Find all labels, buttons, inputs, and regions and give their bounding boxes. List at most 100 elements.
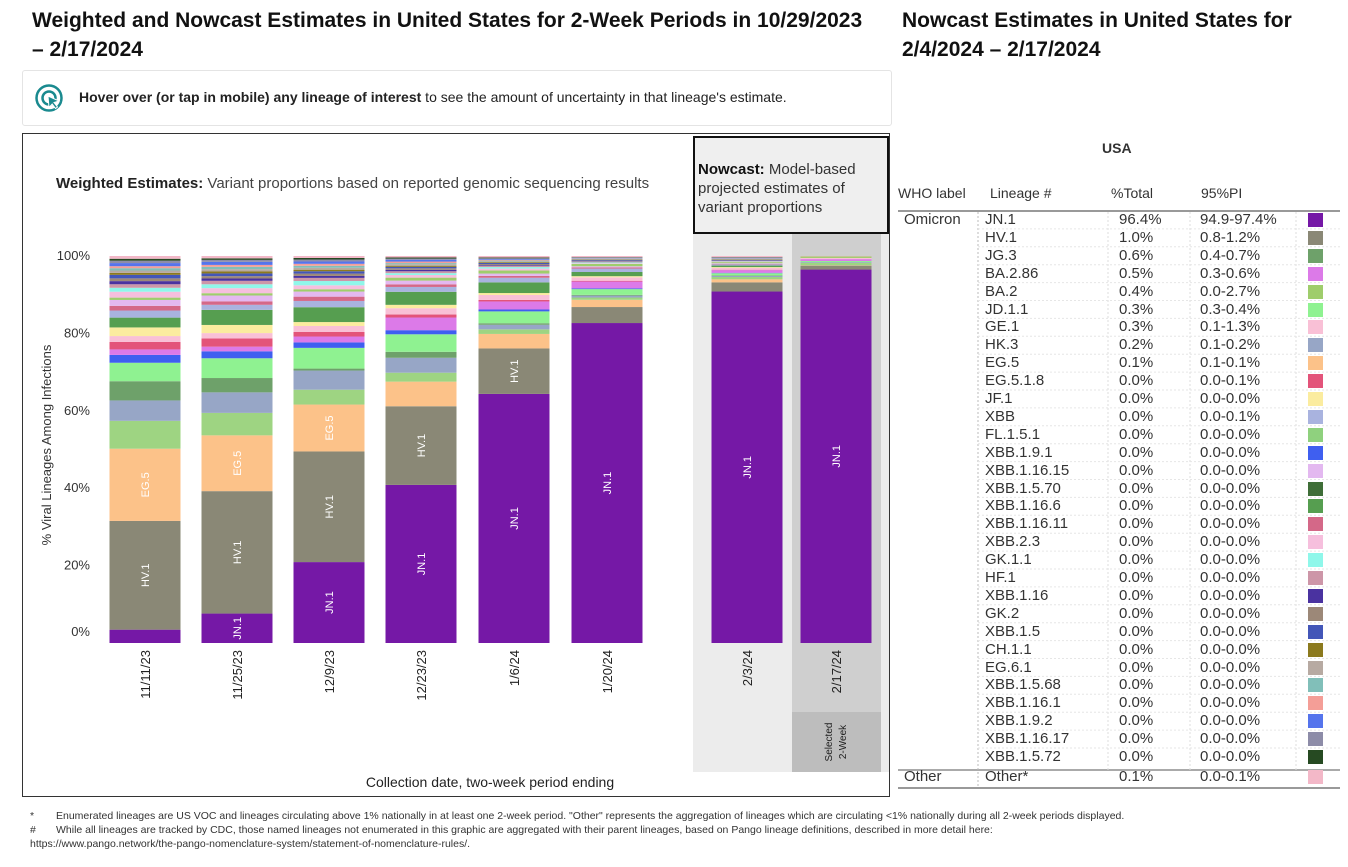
bar-segment[interactable] [711, 265, 783, 268]
bar-segment[interactable] [201, 258, 273, 260]
bar-segment[interactable] [293, 307, 365, 323]
bar-segment[interactable] [571, 263, 643, 264]
bar-segment[interactable] [385, 308, 457, 315]
bar-segment[interactable] [571, 267, 643, 269]
bar-segment[interactable] [385, 257, 457, 259]
bar-segment[interactable] [293, 271, 365, 274]
bar-segment[interactable] [109, 281, 181, 285]
bar-segment[interactable] [385, 304, 457, 309]
bar-segment[interactable] [109, 341, 181, 350]
bar-segment[interactable] [478, 282, 550, 294]
bar-segment[interactable] [201, 309, 273, 325]
bar-segment[interactable] [711, 267, 783, 268]
bar-segment[interactable] [385, 259, 457, 262]
bar-segment[interactable] [571, 259, 643, 261]
bar-segment[interactable] [201, 278, 273, 281]
bar-segment[interactable] [201, 264, 273, 267]
bar-segment[interactable] [385, 372, 457, 382]
bar-segment[interactable] [478, 261, 550, 263]
bar-segment[interactable] [109, 268, 181, 271]
bar-segment[interactable] [385, 261, 457, 264]
bar-segment[interactable] [201, 276, 273, 279]
bar-segment[interactable] [478, 309, 550, 312]
bar-segment[interactable] [478, 301, 550, 310]
bar-segment[interactable] [571, 281, 643, 289]
bar-segment[interactable] [478, 273, 550, 276]
bar-segment[interactable] [478, 262, 550, 265]
bar-segment[interactable] [385, 277, 457, 281]
bar-segment[interactable] [478, 259, 550, 260]
bar-segment[interactable] [109, 260, 181, 264]
bar-segment[interactable] [711, 275, 783, 278]
bar-segment[interactable] [571, 307, 643, 324]
bar-segment[interactable] [109, 354, 181, 363]
bar-segment[interactable] [201, 351, 273, 359]
bar-segment[interactable] [571, 323, 643, 643]
bar-segment[interactable] [109, 272, 181, 275]
bar-segment[interactable] [201, 271, 273, 274]
bar-segment[interactable] [293, 404, 365, 452]
bar-segment[interactable] [385, 406, 457, 485]
bar-segment[interactable] [293, 325, 365, 332]
bar-segment[interactable] [201, 358, 273, 379]
bar-segment[interactable] [201, 295, 273, 302]
bar-segment[interactable] [293, 285, 365, 290]
bar-segment[interactable] [201, 304, 273, 310]
bar-segment[interactable] [109, 349, 181, 355]
bar-segment[interactable] [109, 278, 181, 282]
bar-segment[interactable] [109, 520, 181, 630]
bar-segment[interactable] [478, 265, 550, 266]
bar-segment[interactable] [571, 268, 643, 272]
bar-segment[interactable] [800, 256, 872, 258]
bar-segment[interactable] [385, 269, 457, 272]
bar-segment[interactable] [293, 265, 365, 268]
bar-segment[interactable] [478, 324, 550, 330]
bar-segment[interactable] [385, 334, 457, 352]
bar-segment[interactable] [478, 265, 550, 268]
bar-segment[interactable] [385, 351, 457, 358]
bar-segment[interactable] [109, 317, 181, 328]
bar-segment[interactable] [571, 295, 643, 298]
bar-segment[interactable] [109, 336, 181, 342]
bar-segment[interactable] [109, 629, 181, 643]
bar-segment[interactable] [293, 370, 365, 390]
bar-segment[interactable] [201, 280, 273, 285]
bar-segment[interactable] [109, 266, 181, 269]
bar-segment[interactable] [201, 491, 273, 614]
bar-segment[interactable] [571, 288, 643, 290]
bar-segment[interactable] [109, 299, 181, 306]
bar-segment[interactable] [293, 331, 365, 337]
bar-segment[interactable] [201, 324, 273, 334]
bar-segment[interactable] [478, 258, 550, 260]
bar-segment[interactable] [293, 300, 365, 308]
bar-segment[interactable] [293, 289, 365, 292]
bar-segment[interactable] [800, 259, 872, 262]
bar-segment[interactable] [711, 291, 783, 643]
bar-segment[interactable] [201, 261, 273, 265]
bar-segment[interactable] [109, 270, 181, 273]
bar-segment[interactable] [478, 311, 550, 324]
bar-segment[interactable] [571, 276, 643, 278]
bar-segment[interactable] [385, 314, 457, 318]
bar-segment[interactable] [478, 275, 550, 278]
bar-segment[interactable] [385, 273, 457, 276]
bar-segment[interactable] [293, 273, 365, 276]
bar-segment[interactable] [478, 294, 550, 300]
bar-segment[interactable] [385, 291, 457, 305]
bar-segment[interactable] [385, 280, 457, 285]
bar-segment[interactable] [385, 484, 457, 643]
bar-segment[interactable] [571, 299, 643, 308]
bar-segment[interactable] [201, 273, 273, 277]
bar-segment[interactable] [293, 269, 365, 272]
bar-segment[interactable] [385, 266, 457, 269]
bar-segment[interactable] [293, 336, 365, 343]
bar-segment[interactable] [478, 293, 550, 295]
bar-segment[interactable] [385, 381, 457, 407]
bar-segment[interactable] [201, 392, 273, 413]
bar-segment[interactable] [293, 291, 365, 297]
bar-segment[interactable] [109, 381, 181, 401]
bar-segment[interactable] [293, 277, 365, 282]
bar-segment[interactable] [385, 265, 457, 267]
bar-segment[interactable] [109, 274, 181, 279]
bar-segment[interactable] [571, 289, 643, 295]
